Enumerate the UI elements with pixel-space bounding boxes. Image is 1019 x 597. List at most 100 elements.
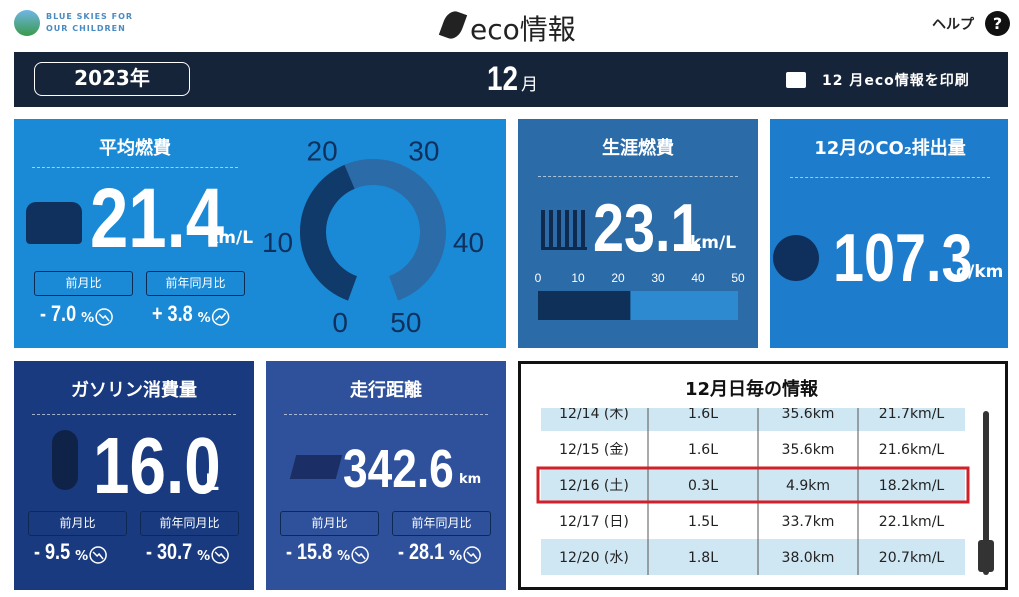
- table-row: [541, 467, 965, 503]
- divider: [32, 167, 238, 168]
- scroll-thumb[interactable]: [978, 540, 994, 572]
- table-cell: 35.6km: [782, 406, 835, 422]
- trend-arrow: [466, 551, 478, 560]
- trend-icon: [89, 546, 107, 564]
- trend-arrow: [354, 551, 366, 560]
- panel-title: 走行距離: [350, 380, 422, 401]
- table-cell: 0.3L: [688, 478, 718, 494]
- table-cell: 22.1km/L: [879, 514, 945, 530]
- comparison-value: - 9.5: [34, 539, 71, 564]
- comparison-label: 前月比: [28, 511, 127, 536]
- trend-icon: [211, 308, 230, 326]
- daily-title: 12月日毎の情報: [685, 379, 819, 400]
- daily-table: 12/14 (木) 1.6L 35.6km 21.7km/L 12/15 (金) 1.6L…: [541, 406, 965, 575]
- value: 107.3: [833, 220, 973, 296]
- table-row: [541, 503, 965, 539]
- logo-text: OUR CHILDREN: [46, 24, 126, 33]
- logo-text: BLUE SKIES FOR: [46, 12, 134, 21]
- bar-tick-label: 30: [651, 271, 665, 285]
- comparison-label: 前年同月比: [140, 511, 239, 536]
- divider: [790, 177, 990, 178]
- comparison-value: - 30.7: [146, 539, 193, 564]
- comparison-label: 前月比: [280, 511, 379, 536]
- table-row: [541, 408, 965, 431]
- comparison-unit: %: [337, 549, 351, 564]
- comparison-value: - 7.0: [40, 301, 77, 326]
- trend-icon: [95, 308, 113, 326]
- page-title: eco情報: [470, 13, 576, 46]
- comparison-value: - 15.8: [286, 539, 333, 564]
- table-cell: 1.6L: [688, 406, 718, 422]
- car-icon: [26, 202, 82, 244]
- trend-icon: [351, 546, 369, 564]
- table-cell: 1.6L: [688, 442, 718, 458]
- gauge-fill: [300, 164, 358, 301]
- table-cell: 35.6km: [782, 442, 835, 458]
- co2-panel: [770, 119, 1008, 348]
- trend-arrow: [215, 312, 227, 321]
- unit: km: [459, 472, 482, 487]
- table-cell: 21.6km/L: [879, 442, 945, 458]
- bar-tick-label: 20: [611, 271, 625, 285]
- year-selector[interactable]: 2023年: [34, 62, 190, 96]
- comparison-label: 前月比: [34, 271, 133, 296]
- gauge-tick-label: 50: [390, 307, 421, 338]
- value: 23.1: [593, 190, 702, 266]
- unit: km/L: [207, 228, 254, 248]
- print-icon[interactable]: [786, 72, 806, 88]
- divider: [538, 176, 738, 177]
- value: 16.0: [93, 421, 221, 510]
- panel-title: 12月のCO₂排出量: [814, 138, 966, 159]
- panel-title: ガソリン消費量: [71, 380, 197, 401]
- unit: g/km: [956, 262, 1004, 282]
- comparison-value: - 28.1: [398, 539, 445, 564]
- trend-icon: [463, 546, 481, 564]
- table-row: [541, 431, 965, 467]
- chart-icon: [541, 210, 587, 250]
- divider: [284, 414, 488, 415]
- gauge-tick-label: 30: [408, 136, 439, 167]
- row-highlight: [536, 466, 970, 504]
- comparison-label: 前年同月比: [146, 271, 245, 296]
- table-row: [541, 539, 965, 575]
- table-cell: 38.0km: [782, 550, 835, 566]
- comparison-value: + 3.8: [152, 301, 193, 326]
- logo-icon: [14, 10, 40, 36]
- table-cell: 1.5L: [688, 514, 718, 530]
- table-cell: 12/17 (日): [559, 514, 629, 530]
- print-link[interactable]: 12 月eco情報を印刷: [822, 73, 970, 89]
- trend-arrow: [214, 551, 226, 560]
- comparison-label: 前年同月比: [392, 511, 491, 536]
- comparison-unit: %: [197, 549, 211, 564]
- month-unit: 月: [521, 75, 538, 95]
- thermometer-icon: [52, 430, 78, 490]
- table-cell: 20.7km/L: [879, 550, 945, 566]
- value: 342.6: [343, 439, 454, 499]
- panel-title: 平均燃費: [99, 138, 171, 159]
- unit: L: [205, 471, 220, 496]
- help-link[interactable]: ヘルプ: [932, 17, 974, 33]
- comparison-unit: %: [81, 311, 95, 326]
- comparison-unit: %: [75, 549, 89, 564]
- trend-icon: [211, 546, 229, 564]
- trend-arrow: [92, 551, 104, 560]
- globe-icon: [773, 235, 819, 281]
- help-icon[interactable]: ?: [985, 11, 1010, 36]
- bar-tick-label: 10: [571, 271, 585, 285]
- month: 12: [487, 60, 519, 98]
- divider: [32, 414, 236, 415]
- table-cell: 12/20 (水): [559, 550, 629, 566]
- panel-title: 生涯燃費: [602, 138, 674, 159]
- table-cell: 21.7km/L: [879, 406, 945, 422]
- trend-arrow: [98, 313, 110, 322]
- nav-bar: [14, 52, 1008, 107]
- table-cell: 1.8L: [688, 550, 718, 566]
- comparison-unit: %: [197, 311, 211, 326]
- table-cell: 12/16 (土): [559, 478, 629, 494]
- table-cell: 18.2km/L: [879, 478, 945, 494]
- bar-fill: [538, 291, 631, 320]
- table-cell: 33.7km: [782, 514, 835, 530]
- value: 21.4: [90, 171, 225, 265]
- table-cell: 12/14 (木): [559, 406, 629, 422]
